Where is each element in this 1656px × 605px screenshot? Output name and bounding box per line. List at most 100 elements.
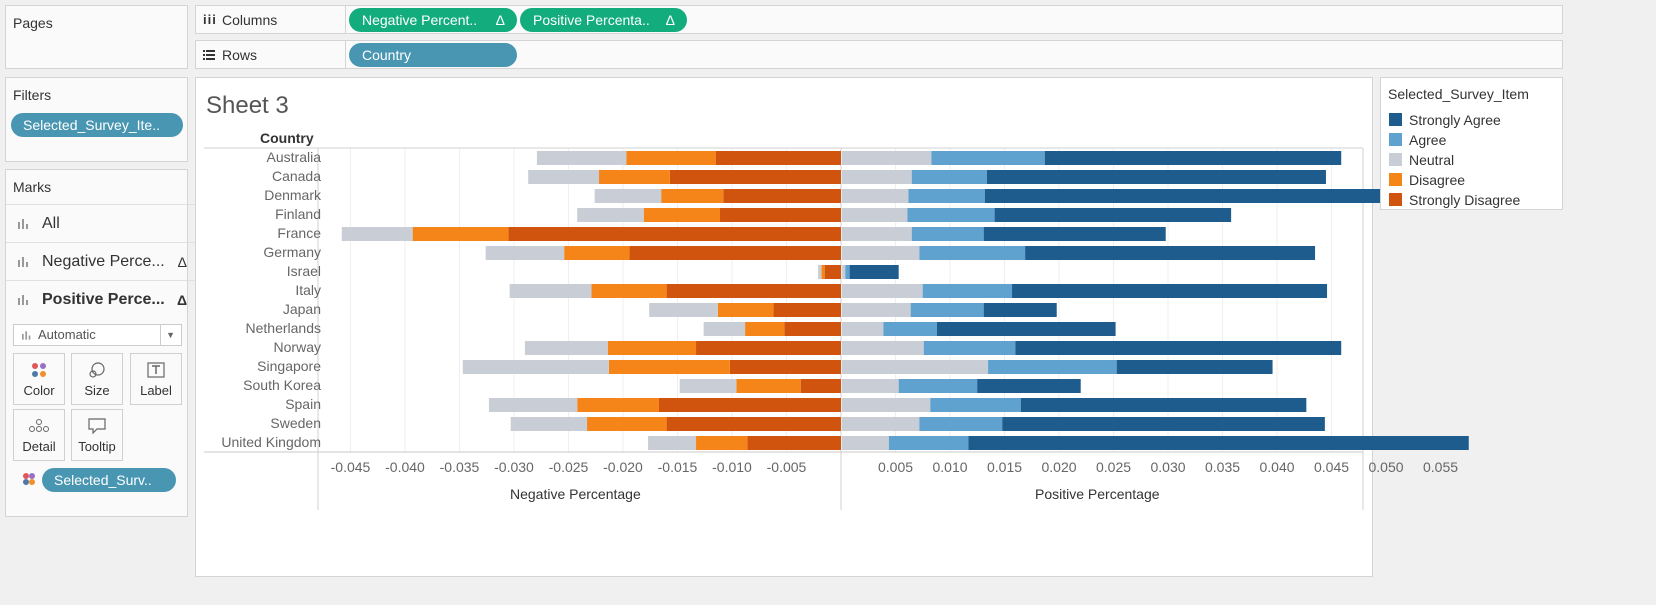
label-button-label: Label [140, 383, 172, 398]
rows-icon [203, 50, 215, 60]
size-button[interactable]: Size [71, 353, 123, 405]
bar-chart-icon [18, 295, 28, 305]
pages-title: Pages [13, 15, 53, 31]
pages-panel: Pages [5, 5, 188, 69]
columns-shelf-divider [345, 6, 346, 33]
color-legend[interactable]: Selected_Survey_Item Strongly Agree Agre… [1380, 77, 1563, 210]
country-label: Denmark [264, 187, 321, 203]
x-tick-label: 0.010 [932, 459, 968, 475]
size-icon [89, 362, 105, 378]
country-label: Italy [295, 282, 321, 298]
filters-panel: Filters Selected_Survey_Ite.. [5, 77, 188, 162]
country-label: Norway [273, 339, 321, 355]
marks-card-positive-percentage[interactable]: Positive Perce... Δ [6, 280, 197, 318]
legend-swatch [1389, 153, 1402, 166]
x-tick-label: -0.010 [712, 459, 752, 475]
marks-card-label: Negative Perce... [42, 253, 165, 270]
country-label: Japan [282, 301, 321, 317]
positive-percentage-pill-label: Positive Percenta.. [533, 12, 650, 28]
selected-survey-item-filter-pill[interactable]: Selected_Survey_Ite.. [11, 113, 183, 137]
legend-item-disagree[interactable]: Disagree [1389, 170, 1465, 190]
tooltip-bubble-icon [88, 418, 106, 434]
x-tick-label: 0.040 [1259, 459, 1295, 475]
marks-card-negative-percentage[interactable]: Negative Perce... Δ [6, 242, 197, 280]
delta-icon: Δ [176, 292, 187, 308]
color-dots-icon [23, 473, 35, 485]
country-label: Netherlands [245, 320, 322, 336]
legend-item-agree[interactable]: Agree [1389, 130, 1446, 150]
x-tick-label: 0.015 [986, 459, 1023, 475]
x-tick-label: -0.045 [330, 459, 371, 475]
bar-chart-icon [18, 219, 28, 229]
legend-item-neutral[interactable]: Neutral [1389, 150, 1454, 170]
worksheet-view: Sheet 3 [195, 77, 1373, 577]
legend-label: Disagree [1409, 172, 1466, 188]
color-button-label: Color [23, 383, 55, 398]
detail-button[interactable]: Detail [13, 409, 65, 461]
color-pill-label: Selected_Surv.. [54, 472, 152, 488]
tooltip-button[interactable]: Tooltip [71, 409, 123, 461]
positive-percentage-pill[interactable]: Positive Percenta.. Δ [520, 8, 687, 32]
country-label: Germany [263, 244, 321, 260]
negative-percentage-pill[interactable]: Negative Percent.. Δ [349, 8, 517, 32]
x-tick-label: 0.055 [1422, 459, 1459, 475]
positive-axis-title: Positive Percentage [1035, 486, 1160, 502]
legend-label: Strongly Disagree [1409, 192, 1521, 208]
legend-label: Agree [1409, 132, 1447, 148]
legend-label: Strongly Agree [1409, 112, 1501, 128]
legend-item-strongly-agree[interactable]: Strongly Agree [1389, 110, 1501, 130]
x-tick-label: 0.005 [877, 459, 914, 475]
negative-percentage-pill-label: Negative Percent.. [362, 12, 478, 28]
country-label: France [277, 225, 321, 241]
legend-swatch [1389, 113, 1402, 126]
country-label: South Korea [243, 377, 321, 393]
bar-chart-icon [22, 331, 31, 340]
marks-card-all[interactable]: All [6, 204, 197, 242]
delta-icon: Δ [177, 254, 187, 270]
x-tick-label: -0.015 [657, 459, 698, 475]
x-tick-label: 0.025 [1095, 459, 1132, 475]
x-tick-label: -0.005 [766, 459, 807, 475]
color-button[interactable]: Color [13, 353, 65, 405]
detail-button-label: Detail [22, 439, 56, 454]
marks-title: Marks [13, 179, 52, 195]
rows-shelf[interactable]: Rows Country [195, 40, 1563, 69]
size-button-label: Size [84, 383, 110, 398]
detail-dots-icon [29, 419, 49, 432]
legend-title: Selected_Survey_Item [1388, 86, 1529, 102]
x-tick-label: 0.035 [1204, 459, 1241, 475]
country-pill-label: Country [362, 47, 412, 63]
country-label: Australia [266, 149, 321, 165]
mark-type-dropdown[interactable]: Automatic ▼ [13, 324, 182, 346]
columns-label: Columns [222, 12, 278, 28]
country-label: United Kingdom [221, 434, 321, 450]
country-label: Israel [286, 263, 321, 279]
tooltip-button-label: Tooltip [78, 439, 116, 454]
x-tick-label: 0.050 [1368, 459, 1404, 475]
legend-swatch [1389, 173, 1402, 186]
rows-shelf-divider [345, 41, 346, 68]
country-pill[interactable]: Country [349, 43, 517, 67]
legend-swatch [1389, 193, 1402, 206]
filter-pill-label: Selected_Survey_Ite.. [23, 117, 160, 133]
legend-swatch [1389, 133, 1402, 146]
marks-card-label: All [42, 215, 60, 232]
selected-survey-item-color-pill[interactable]: Selected_Surv.. [42, 468, 176, 492]
delta-icon: Δ [665, 12, 675, 28]
legend-item-strongly-disagree[interactable]: Strongly Disagree [1389, 190, 1520, 210]
x-tick-label: -0.040 [385, 459, 425, 475]
label-t-icon [147, 362, 165, 378]
negative-axis-title: Negative Percentage [510, 486, 641, 502]
country-label: Spain [285, 396, 321, 412]
marks-card-label: Positive Perce... [42, 291, 165, 308]
x-tick-label: 0.020 [1041, 459, 1077, 475]
label-button[interactable]: Label [130, 353, 182, 405]
x-tick-label: 0.045 [1313, 459, 1350, 475]
country-label: Sweden [270, 415, 321, 431]
dropdown-divider [160, 325, 161, 345]
rows-label: Rows [222, 47, 258, 63]
columns-icon: iii [203, 12, 217, 27]
country-label: Finland [275, 206, 321, 222]
columns-shelf[interactable]: iii Columns Negative Percent.. Δ Positiv… [195, 5, 1563, 34]
delta-icon: Δ [495, 12, 505, 28]
